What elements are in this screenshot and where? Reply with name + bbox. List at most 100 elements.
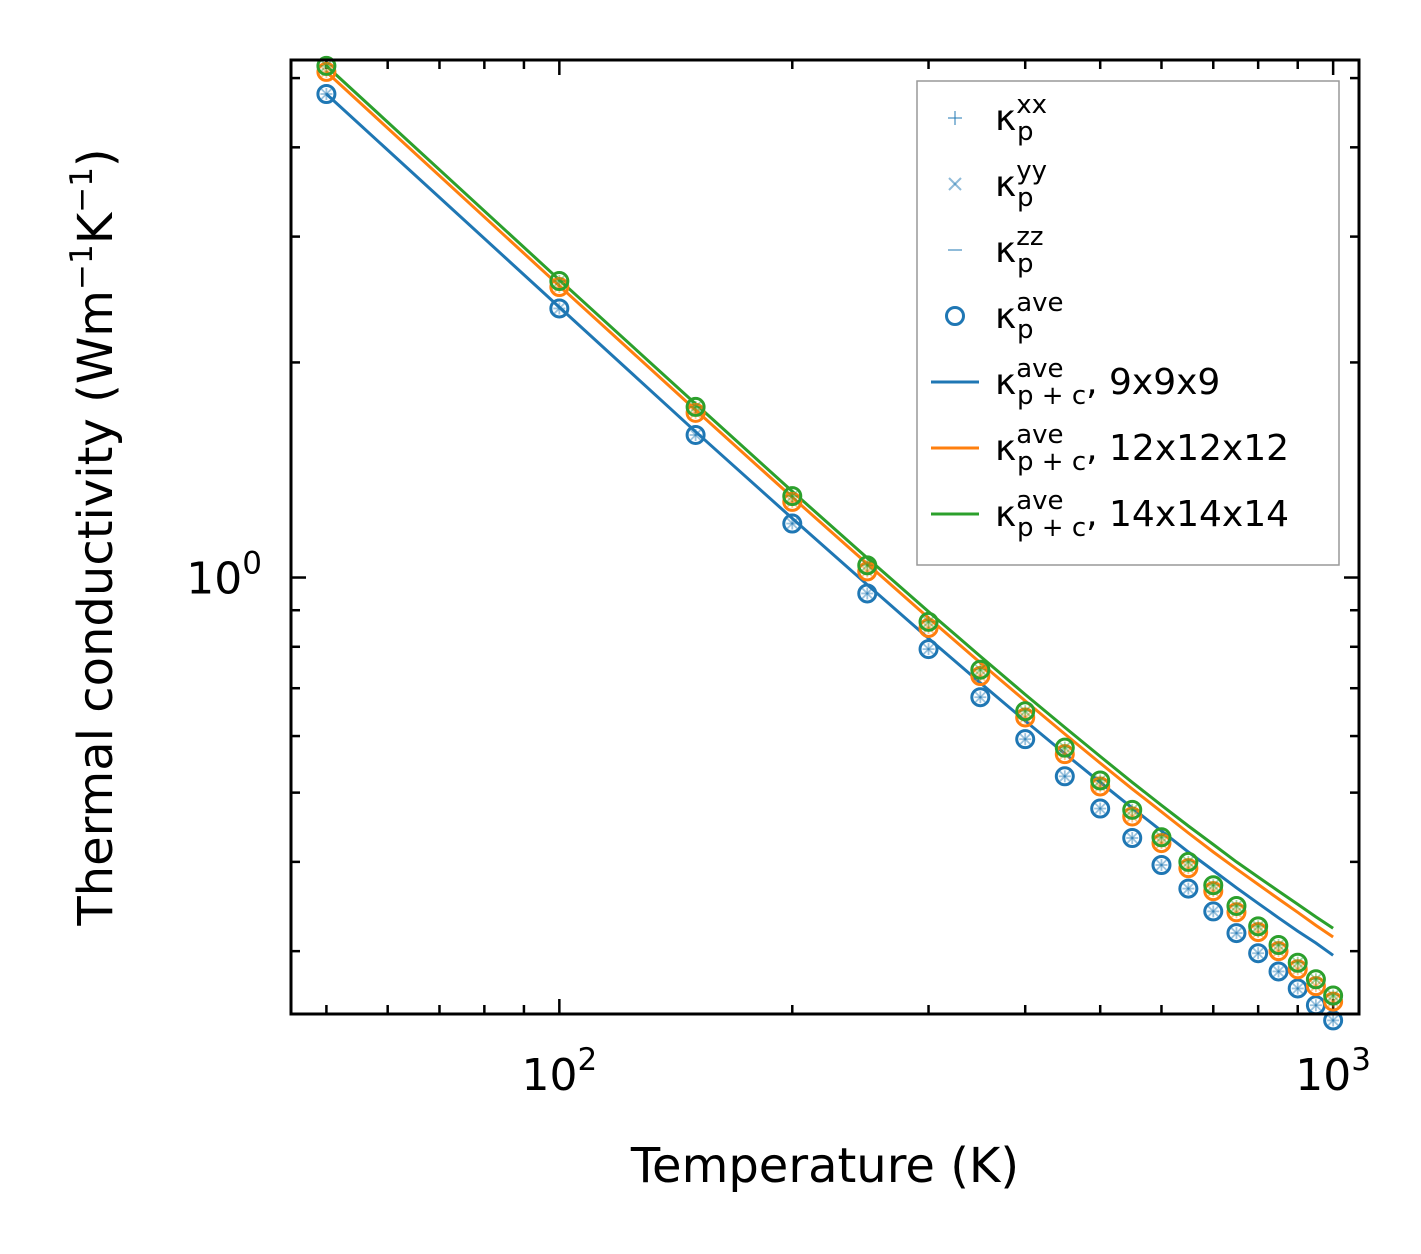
marker-circle xyxy=(316,61,337,82)
marker-cross-a xyxy=(1059,742,1071,754)
marker-cross-b xyxy=(1094,774,1106,787)
marker-circle xyxy=(857,561,878,582)
marker-cross-b xyxy=(1182,862,1195,874)
marker-circle xyxy=(1323,991,1344,1012)
marker-circle xyxy=(1054,766,1075,787)
marker-circle xyxy=(918,639,939,660)
marker-cross-a xyxy=(974,664,986,676)
x-tick-label: 102 xyxy=(521,1042,597,1101)
marker-cross-a xyxy=(786,490,798,502)
marker-cross-b xyxy=(786,490,798,502)
marker-cross-b xyxy=(1019,733,1031,745)
marker-circle xyxy=(970,687,991,708)
data-point xyxy=(1305,969,1326,990)
data-point xyxy=(1287,959,1308,980)
marker-cross-a xyxy=(974,691,986,703)
marker-cross-a xyxy=(922,643,935,655)
data-point xyxy=(782,491,803,512)
plot-frame xyxy=(289,58,1361,1016)
legend-label: κave p + c, 12x12x12 xyxy=(995,420,1289,477)
marker-cross-b xyxy=(1059,742,1071,754)
data-point xyxy=(1054,766,1075,787)
y-tick-label: 100 xyxy=(186,546,262,605)
marker-cross-b xyxy=(1327,989,1339,1002)
data-point xyxy=(857,583,878,604)
marker-circle xyxy=(1054,737,1075,758)
marker-circle xyxy=(549,271,570,292)
marker-circle xyxy=(1151,827,1172,848)
marker-cross-b xyxy=(1230,906,1243,918)
data-point xyxy=(1015,701,1036,722)
marker-cross-a xyxy=(922,622,935,634)
marker-cross-b xyxy=(553,302,565,315)
legend-box xyxy=(916,80,1340,566)
marker-cross-b xyxy=(1272,965,1285,978)
marker-cross-a xyxy=(1155,831,1168,843)
marker-cross-a xyxy=(1252,920,1264,932)
marker-cross-a xyxy=(553,275,565,287)
marker-circle xyxy=(1248,943,1269,964)
marker-circle xyxy=(782,486,803,507)
marker-circle xyxy=(685,402,706,423)
data-point xyxy=(1122,799,1143,820)
marker-circle xyxy=(970,666,991,687)
marker-cross-a xyxy=(1126,810,1138,823)
data-point xyxy=(1248,916,1269,937)
data-point xyxy=(1323,985,1344,1006)
marker-cross-b xyxy=(689,429,702,441)
marker-cross-b xyxy=(1126,804,1138,816)
marker-circle xyxy=(1323,985,1344,1006)
marker-cross-a xyxy=(1272,939,1285,951)
marker-circle xyxy=(857,555,878,576)
marker-cross-a xyxy=(1327,1014,1339,1027)
marker-cross-b xyxy=(1292,957,1304,969)
legend-cross-icon xyxy=(948,177,962,191)
marker-cross-a xyxy=(689,401,702,413)
marker-cross-a xyxy=(320,88,333,100)
marker-cross-b xyxy=(922,643,935,655)
data-point xyxy=(1203,875,1224,896)
marker-circle xyxy=(1203,875,1224,896)
series-lines xyxy=(325,64,1334,957)
legend-label: κyy p xyxy=(995,156,1047,213)
legend-label: κxx p xyxy=(995,90,1047,147)
marker-circle xyxy=(1226,923,1247,944)
marker-cross-a xyxy=(1059,748,1071,760)
marker-cross-b xyxy=(922,622,935,634)
marker-cross-b xyxy=(1230,927,1243,939)
data-point xyxy=(918,639,939,660)
legend-circle-icon xyxy=(945,306,965,326)
marker-cross-a xyxy=(1182,882,1195,895)
marker-circle xyxy=(1305,969,1326,990)
marker-cross-b xyxy=(974,664,986,676)
marker-circle xyxy=(1151,854,1172,875)
marker-circle xyxy=(1226,895,1247,916)
marker-circle xyxy=(1268,941,1289,962)
marker-cross-a xyxy=(1155,859,1168,871)
marker-circle xyxy=(857,583,878,604)
tick-labels: 102 103 100 xyxy=(186,546,1371,1101)
marker-circle xyxy=(1268,961,1289,982)
marker-cross-a xyxy=(1019,711,1031,724)
data-point xyxy=(1226,895,1247,916)
marker-circle xyxy=(1287,952,1308,973)
data-point xyxy=(316,83,337,104)
legend-entry: κyy p xyxy=(948,156,1047,213)
marker-cross-a xyxy=(1230,900,1243,912)
marker-cross-b xyxy=(861,587,873,600)
legend-entry: κave p + c, 12x12x12 xyxy=(931,420,1289,477)
marker-cross-a xyxy=(1094,774,1106,787)
marker-circle xyxy=(918,617,939,638)
marker-cross-b xyxy=(1059,748,1071,760)
marker-circle xyxy=(1248,916,1269,937)
legend-label: κzz p xyxy=(995,222,1044,279)
marker-circle xyxy=(1122,827,1143,848)
marker-circle xyxy=(1268,935,1289,956)
marker-circle xyxy=(1090,776,1111,797)
data-markers xyxy=(316,55,1344,1031)
marker-cross-a xyxy=(1230,906,1243,918)
data-point xyxy=(549,271,570,292)
marker-cross-a xyxy=(1230,927,1243,939)
data-point xyxy=(685,424,706,445)
marker-cross-b xyxy=(1252,920,1264,932)
